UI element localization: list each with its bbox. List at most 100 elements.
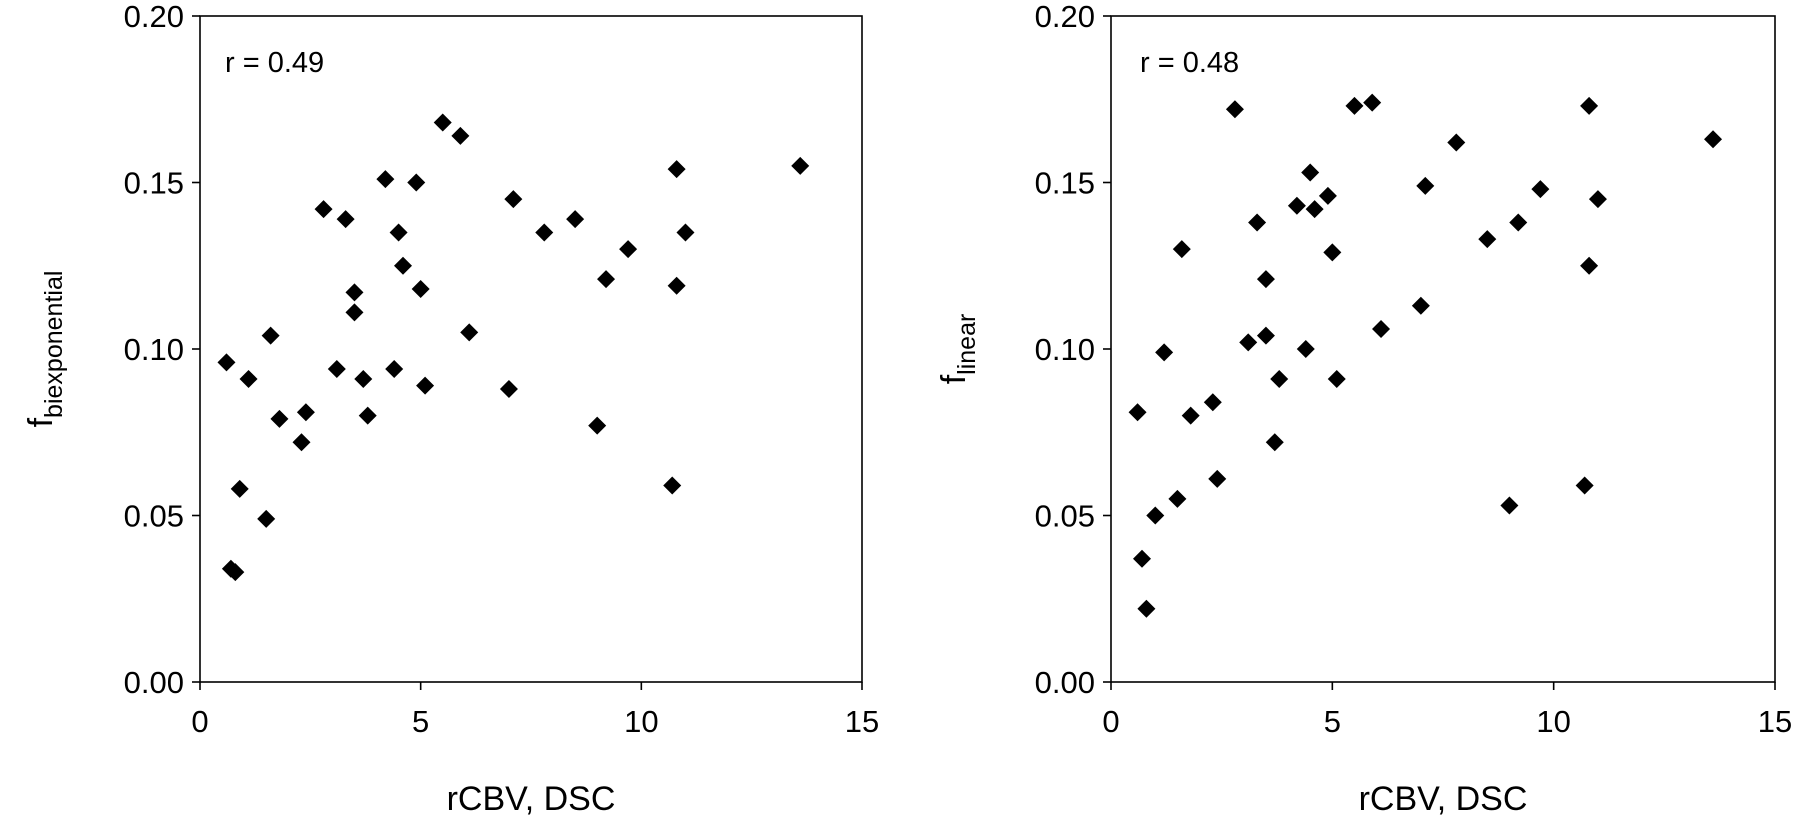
left-data-point-18 xyxy=(385,359,404,378)
right-y-tick-label-3: 0.15 xyxy=(1035,166,1095,201)
right-data-point-7 xyxy=(1181,406,1200,425)
right-data-point-15 xyxy=(1265,433,1284,452)
left-x-axis-ticks: 0 5 10 15 xyxy=(191,682,879,739)
left-y-tick-label-3: 0.15 xyxy=(124,166,184,201)
left-data-point-21 xyxy=(407,173,426,192)
right-x-axis-ticks: 0 5 10 15 xyxy=(1102,682,1792,739)
right-data-point-2 xyxy=(1137,599,1156,618)
right-data-point-33 xyxy=(1531,180,1550,199)
right-data-point-29 xyxy=(1447,133,1466,152)
left-data-point-12 xyxy=(336,210,355,229)
left-data-point-34 xyxy=(663,476,682,495)
left-y-axis-title: fbiexponential xyxy=(22,271,68,428)
right-x-axis-title: rCBV, DSC xyxy=(1359,780,1528,818)
left-data-point-4 xyxy=(239,369,258,388)
right-data-point-17 xyxy=(1287,196,1306,215)
left-data-point-9 xyxy=(296,403,315,422)
right-data-point-8 xyxy=(1203,393,1222,412)
right-data-point-6 xyxy=(1172,240,1191,259)
left-data-point-14 xyxy=(345,303,364,322)
left-data-point-30 xyxy=(566,210,585,229)
right-data-point-13 xyxy=(1256,326,1275,345)
left-data-point-0 xyxy=(217,353,236,372)
right-data-point-5 xyxy=(1168,489,1187,508)
left-data-point-17 xyxy=(376,170,395,189)
right-y-axis-ticks: 0.00 0.05 0.10 0.15 0.20 xyxy=(1035,0,1111,700)
right-data-point-19 xyxy=(1301,163,1320,182)
right-data-point-14 xyxy=(1256,270,1275,289)
left-data-point-5 xyxy=(257,509,276,528)
right-data-point-26 xyxy=(1372,320,1391,339)
left-y-axis-title-sub: biexponential xyxy=(40,271,68,418)
right-data-point-35 xyxy=(1580,96,1599,115)
right-data-point-12 xyxy=(1248,213,1267,232)
right-data-point-0 xyxy=(1128,403,1147,422)
right-scatter-plot: 0.00 0.05 0.10 0.15 0.20 0 5 10 15 r = 0.48 rCB… xyxy=(935,0,1792,818)
right-plot-frame xyxy=(1110,15,1776,683)
right-x-tick-label-0: 0 xyxy=(1102,704,1119,739)
left-data-point-29 xyxy=(535,223,554,242)
right-y-tick-label-4: 0.20 xyxy=(1035,0,1095,34)
left-data-point-8 xyxy=(292,433,311,452)
right-data-point-32 xyxy=(1509,213,1528,232)
right-y-axis-title: flinear xyxy=(935,314,981,385)
left-correlation-annotation: r = 0.49 xyxy=(225,47,324,79)
left-data-point-22 xyxy=(411,280,430,299)
right-data-point-4 xyxy=(1155,343,1174,362)
right-data-point-31 xyxy=(1500,496,1519,515)
right-data-point-38 xyxy=(1704,130,1723,149)
left-data-point-28 xyxy=(504,190,523,209)
left-y-tick-label-2: 0.10 xyxy=(124,332,184,367)
right-y-tick-label-2: 0.10 xyxy=(1035,332,1095,367)
right-data-point-22 xyxy=(1323,243,1342,262)
left-y-axis-ticks: 0.00 0.05 0.10 0.15 0.20 xyxy=(124,0,200,700)
left-y-axis-title-main: f xyxy=(22,417,60,427)
right-data-point-18 xyxy=(1296,340,1315,358)
right-data-point-30 xyxy=(1478,230,1497,249)
right-data-point-28 xyxy=(1416,176,1435,195)
left-data-point-20 xyxy=(394,256,413,275)
left-data-point-3 xyxy=(230,479,249,498)
right-data-points xyxy=(1128,93,1723,618)
left-data-point-36 xyxy=(667,276,686,295)
right-x-tick-label-3: 15 xyxy=(1758,704,1792,739)
right-data-point-24 xyxy=(1345,96,1364,115)
left-data-point-27 xyxy=(499,379,518,398)
left-data-point-19 xyxy=(389,223,408,242)
right-data-point-1 xyxy=(1132,549,1151,568)
left-data-point-31 xyxy=(588,416,607,435)
left-data-point-26 xyxy=(460,323,479,342)
left-data-point-33 xyxy=(619,240,638,259)
left-data-point-13 xyxy=(345,283,364,302)
right-y-axis-title-main: f xyxy=(935,374,973,384)
left-data-point-7 xyxy=(270,409,289,428)
left-data-point-24 xyxy=(433,113,452,132)
left-data-point-25 xyxy=(451,126,470,145)
left-y-tick-label-4: 0.20 xyxy=(124,0,184,34)
left-y-tick-label-1: 0.05 xyxy=(124,499,184,534)
right-y-tick-label-0: 0.00 xyxy=(1035,665,1095,700)
left-data-point-35 xyxy=(667,160,686,179)
right-x-tick-label-2: 10 xyxy=(1536,704,1570,739)
left-x-tick-label-1: 5 xyxy=(412,704,429,739)
right-y-tick-label-1: 0.05 xyxy=(1035,499,1095,534)
left-data-point-16 xyxy=(358,406,377,425)
right-data-point-23 xyxy=(1327,369,1346,388)
left-plot-frame xyxy=(199,15,863,683)
right-y-axis-title-sub: linear xyxy=(953,314,981,375)
right-data-point-21 xyxy=(1318,186,1337,205)
left-data-point-10 xyxy=(314,200,333,219)
left-x-tick-label-2: 10 xyxy=(624,704,658,739)
right-data-point-27 xyxy=(1411,296,1430,315)
left-data-point-11 xyxy=(327,359,346,378)
left-y-tick-label-0: 0.00 xyxy=(124,665,184,700)
left-x-tick-label-3: 15 xyxy=(845,704,879,739)
left-data-point-38 xyxy=(791,156,810,175)
right-x-tick-label-1: 5 xyxy=(1324,704,1341,739)
left-x-axis-title: rCBV, DSC xyxy=(447,780,616,818)
right-correlation-annotation: r = 0.48 xyxy=(1140,47,1239,79)
left-data-point-37 xyxy=(676,223,695,242)
left-data-point-32 xyxy=(597,270,616,289)
right-data-point-34 xyxy=(1575,476,1594,495)
